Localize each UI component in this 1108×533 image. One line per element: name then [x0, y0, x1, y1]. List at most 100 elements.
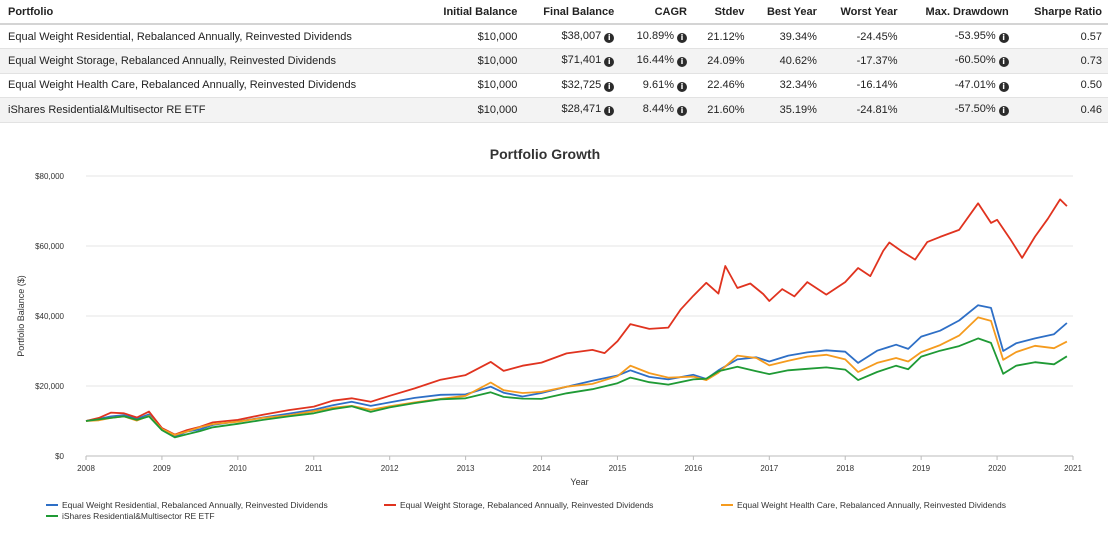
- x-axis-ticks: 2008 2009 2010 2011 2012 2013 2014 2015 2016 2017…: [77, 456, 1082, 473]
- table-row: iShares Residential&Multisector RE ETF $…: [0, 97, 1108, 123]
- legend-label: Equal Weight Residential, Rebalanced Ann…: [62, 500, 328, 510]
- portfolio-name: Equal Weight Storage, Rebalanced Annuall…: [0, 48, 423, 74]
- info-icon[interactable]: i: [676, 106, 687, 117]
- x-tick-label: 2021: [1064, 464, 1082, 473]
- final-balance-cell: $28,471 i: [523, 97, 621, 123]
- legend-item[interactable]: Equal Weight Residential, Rebalanced Ann…: [46, 500, 328, 510]
- cagr: 10.89%: [636, 30, 674, 42]
- max-drawdown: -53.95%: [954, 30, 996, 42]
- table-row: Equal Weight Storage, Rebalanced Annuall…: [0, 48, 1108, 74]
- x-tick-label: 2008: [77, 464, 95, 473]
- x-tick-label: 2015: [609, 464, 627, 473]
- legend-item[interactable]: Equal Weight Storage, Rebalanced Annuall…: [384, 500, 653, 510]
- info-icon[interactable]: i: [676, 33, 687, 43]
- y-tick-label: $60,000: [35, 242, 64, 251]
- best-year: 40.62%: [750, 48, 823, 74]
- info-icon[interactable]: i: [676, 57, 687, 68]
- final-balance: $38,007: [561, 30, 602, 42]
- portfolio-name: Equal Weight Health Care, Rebalanced Ann…: [0, 73, 423, 98]
- x-tick-label: 2018: [836, 464, 854, 473]
- series-line-3[interactable]: [85, 316, 1068, 436]
- final-balance: $28,471: [561, 103, 602, 116]
- sharpe-ratio: 0.46: [1014, 97, 1108, 123]
- info-icon[interactable]: i: [998, 81, 1009, 92]
- header-cagr[interactable]: CAGR: [620, 0, 693, 25]
- info-icon[interactable]: i: [604, 106, 615, 117]
- x-tick-label: 2010: [229, 464, 247, 473]
- worst-year: -16.14%: [822, 73, 904, 98]
- header-worst-year[interactable]: Worst Year: [822, 0, 904, 25]
- sharpe-ratio: 0.50: [1014, 73, 1108, 98]
- info-icon[interactable]: i: [604, 33, 615, 43]
- series-line-1[interactable]: [85, 304, 1068, 438]
- y-axis-label: Portfolio Balance ($): [16, 275, 26, 357]
- info-icon[interactable]: i: [604, 81, 615, 92]
- drawdown-cell: -47.01% i: [903, 73, 1015, 98]
- portfolio-stats-table: Portfolio Initial Balance Final Balance …: [0, 0, 1108, 123]
- portfolio-name: Equal Weight Residential, Rebalanced Ann…: [0, 24, 423, 49]
- legend-item[interactable]: Equal Weight Health Care, Rebalanced Ann…: [721, 500, 1006, 510]
- initial-balance: $10,000: [422, 24, 524, 49]
- header-initial-balance[interactable]: Initial Balance: [422, 0, 524, 25]
- x-tick-label: 2020: [988, 464, 1006, 473]
- portfolio-name: iShares Residential&Multisector RE ETF: [0, 97, 423, 123]
- stdev: 24.09%: [692, 48, 751, 74]
- portfolio-growth-chart: Portfolio Growth $0 $20,000 $40,000 $60,000…: [16, 146, 1082, 521]
- y-tick-label: $0: [55, 452, 64, 461]
- y-tick-label: $40,000: [35, 312, 64, 321]
- info-icon[interactable]: i: [998, 57, 1009, 68]
- max-drawdown: -57.50%: [954, 103, 996, 116]
- legend-label: iShares Residential&Multisector RE ETF: [62, 511, 215, 521]
- drawdown-cell: -60.50% i: [903, 48, 1015, 74]
- chart-series: [85, 198, 1068, 439]
- max-drawdown: -47.01%: [954, 78, 996, 91]
- drawdown-cell: -53.95% i: [903, 24, 1015, 49]
- initial-balance: $10,000: [422, 73, 524, 98]
- sharpe-ratio: 0.73: [1014, 48, 1108, 74]
- series-line-4[interactable]: [85, 337, 1068, 439]
- x-axis-label: Year: [570, 477, 588, 487]
- worst-year: -24.81%: [822, 97, 904, 123]
- final-balance: $32,725: [561, 78, 602, 91]
- y-axis-ticks: $0 $20,000 $40,000 $60,000 $80,000: [35, 172, 64, 461]
- initial-balance: $10,000: [422, 97, 524, 123]
- chart-title: Portfolio Growth: [490, 146, 600, 162]
- cagr-cell: 8.44% i: [620, 97, 693, 123]
- legend-item[interactable]: iShares Residential&Multisector RE ETF: [46, 511, 215, 521]
- legend-label: Equal Weight Storage, Rebalanced Annuall…: [400, 500, 653, 510]
- header-final-balance[interactable]: Final Balance: [523, 0, 621, 25]
- cagr-cell: 10.89% i: [620, 24, 693, 49]
- worst-year: -24.45%: [822, 24, 904, 49]
- header-stdev[interactable]: Stdev: [692, 0, 751, 25]
- info-icon[interactable]: i: [676, 81, 687, 92]
- header-best-year[interactable]: Best Year: [750, 0, 823, 25]
- stdev: 22.46%: [692, 73, 751, 98]
- x-tick-label: 2016: [684, 464, 702, 473]
- header-portfolio[interactable]: Portfolio: [0, 0, 423, 25]
- table-row: Equal Weight Health Care, Rebalanced Ann…: [0, 73, 1108, 98]
- cagr-cell: 16.44% i: [620, 48, 693, 74]
- info-icon[interactable]: i: [998, 33, 1009, 43]
- cagr: 16.44%: [636, 54, 674, 67]
- cagr: 8.44%: [642, 103, 674, 116]
- initial-balance: $10,000: [422, 48, 524, 74]
- sharpe-ratio: 0.57: [1014, 24, 1108, 49]
- x-tick-label: 2011: [305, 464, 323, 473]
- drawdown-cell: -57.50% i: [903, 97, 1015, 123]
- series-line-2[interactable]: [85, 198, 1068, 436]
- header-max-drawdown[interactable]: Max. Drawdown: [903, 0, 1015, 25]
- x-tick-label: 2013: [457, 464, 475, 473]
- x-tick-label: 2017: [760, 464, 778, 473]
- table-row: Equal Weight Residential, Rebalanced Ann…: [0, 24, 1108, 49]
- header-sharpe-ratio[interactable]: Sharpe Ratio: [1014, 0, 1108, 25]
- best-year: 39.34%: [750, 24, 823, 49]
- info-icon[interactable]: i: [998, 106, 1009, 117]
- best-year: 32.34%: [750, 73, 823, 98]
- info-icon[interactable]: i: [604, 57, 615, 68]
- cagr: 9.61%: [642, 78, 674, 91]
- final-balance-cell: $38,007 i: [523, 24, 621, 49]
- stdev: 21.60%: [692, 97, 751, 123]
- max-drawdown: -60.50%: [954, 54, 996, 67]
- x-tick-label: 2012: [381, 464, 399, 473]
- table-header-row: Portfolio Initial Balance Final Balance …: [0, 0, 1108, 25]
